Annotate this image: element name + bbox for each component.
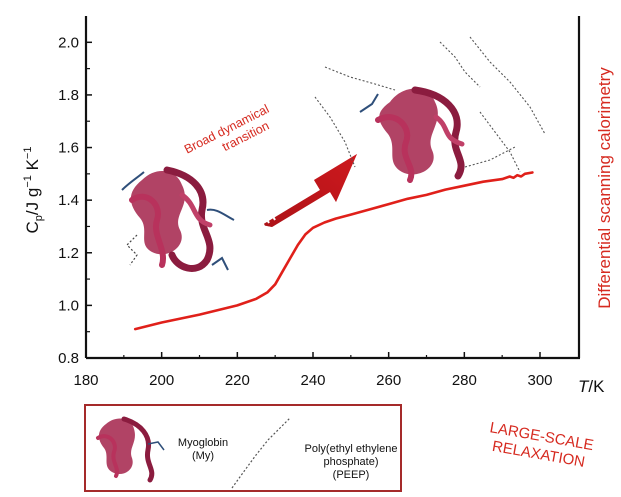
x-axis-label: T/K — [578, 377, 605, 396]
y-tick-label: 1.6 — [58, 140, 79, 157]
right-side-label: Differential scanning calorimetry — [595, 67, 614, 309]
x-tick-label: 240 — [300, 372, 325, 389]
myoglobin-peep-illustration-right — [314, 36, 546, 183]
legend-peep-name-2: phosphate) — [323, 456, 379, 468]
x-tick-label: 200 — [149, 372, 174, 389]
myoglobin-illustration-left — [121, 166, 235, 272]
y-axis-label: Cp/J g−1 K−1 — [22, 147, 45, 234]
x-tick-label: 300 — [527, 372, 552, 389]
annotation-broad-transition: Broad dynamical transition — [182, 100, 281, 170]
legend-myoglobin-abbr: (My) — [192, 450, 214, 462]
legend-peep-name-1: Poly(ethyl ethylene — [304, 443, 398, 455]
x-axis-ticks: 180 200 220 240 260 280 300 — [73, 352, 553, 389]
y-tick-label: 1.2 — [58, 245, 79, 262]
y-tick-label: 1.0 — [58, 297, 79, 314]
legend-myoglobin-label: Myoglobin (My) — [168, 437, 238, 463]
y-tick-label: 1.4 — [58, 192, 79, 209]
y-tick-label: 2.0 — [58, 34, 79, 51]
y-tick-label: 0.8 — [58, 350, 79, 367]
legend-peep-abbr: (PEEP) — [332, 469, 370, 481]
x-tick-label: 280 — [452, 372, 477, 389]
x-tick-label: 220 — [225, 372, 250, 389]
legend-peep-label: Poly(ethyl ethylene phosphate) (PEEP) — [296, 443, 406, 482]
x-tick-label: 260 — [376, 372, 401, 389]
transition-arrow — [253, 154, 357, 227]
plot-frame — [84, 16, 581, 360]
legend-box — [84, 404, 402, 492]
x-tick-label: 180 — [73, 372, 98, 389]
legend-myoglobin-icon — [96, 416, 165, 483]
y-axis-ticks: 0.8 1.0 1.2 1.4 1.6 1.8 2.0 — [58, 34, 92, 367]
heat-capacity-curve — [133, 171, 534, 331]
legend-myoglobin-name: Myoglobin — [177, 437, 229, 449]
y-tick-label: 1.8 — [58, 87, 79, 104]
